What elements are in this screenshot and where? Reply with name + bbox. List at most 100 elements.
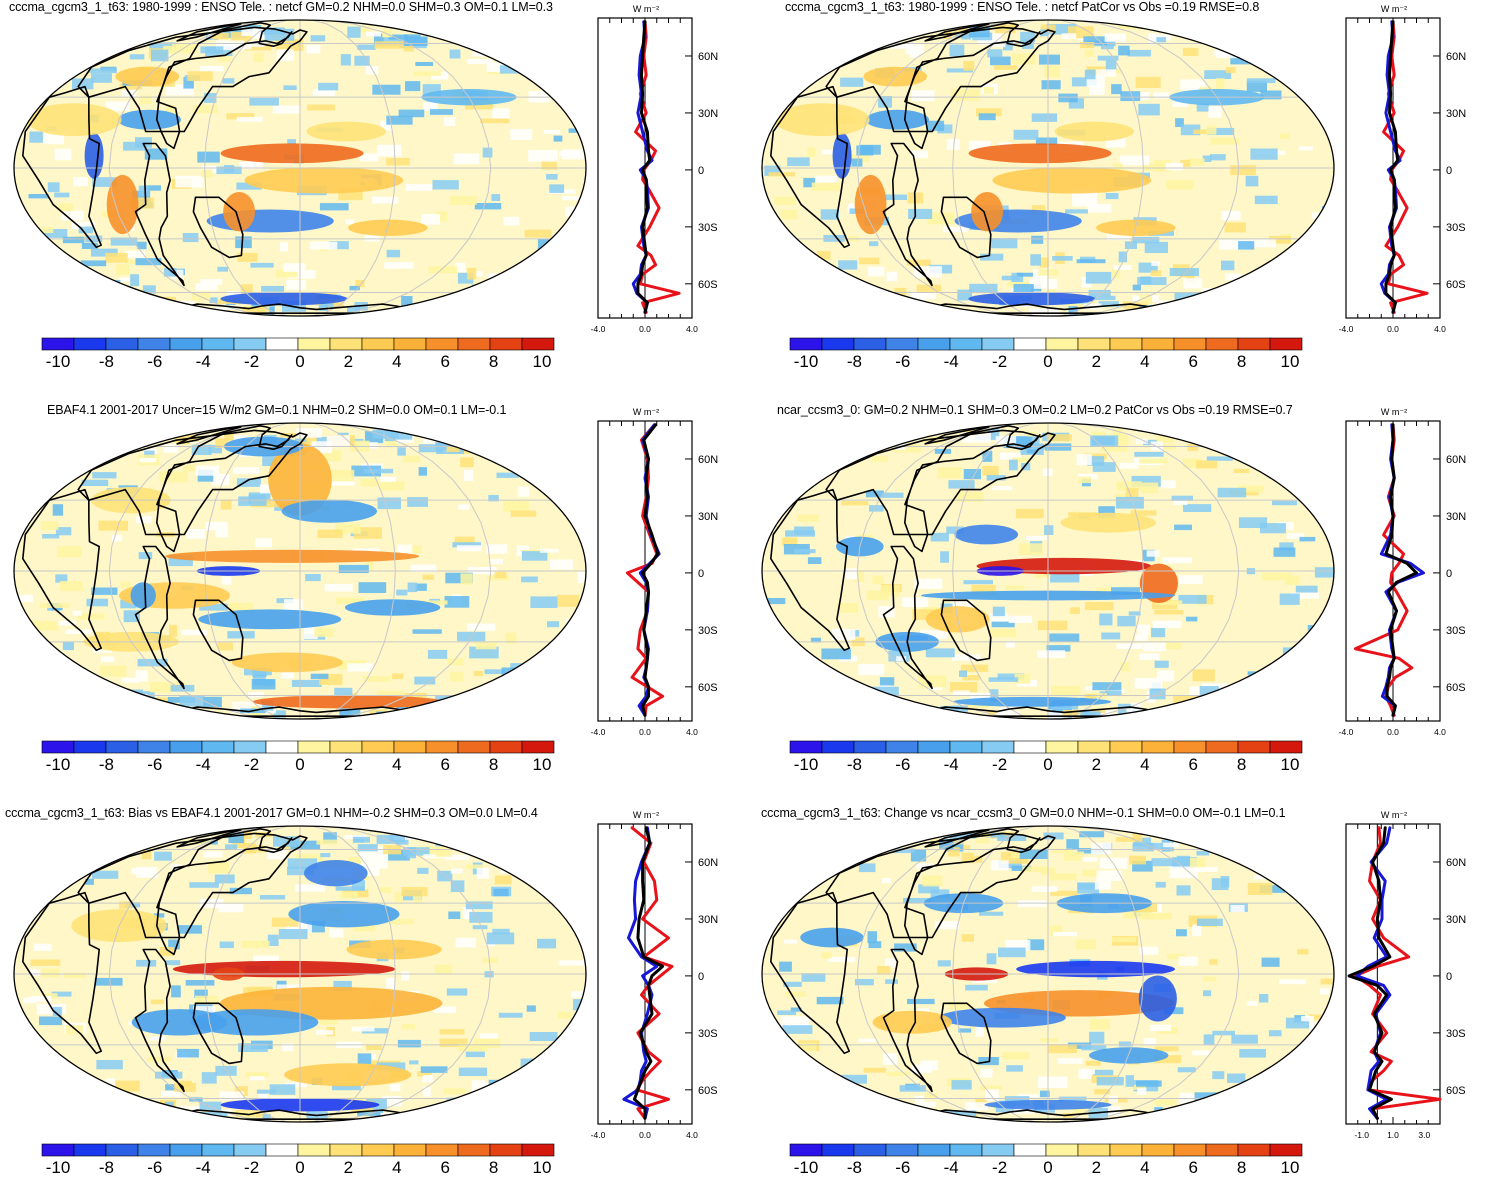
anomaly-cell: [1134, 451, 1164, 457]
anomaly-cell: [393, 834, 420, 840]
anomaly-cell: [405, 81, 421, 92]
anomaly-cell: [1063, 851, 1085, 861]
anomaly-cell: [403, 46, 414, 52]
anomaly-cell: [990, 860, 1009, 871]
anomaly-cell: [290, 840, 321, 850]
anomaly-cell: [919, 630, 948, 639]
anomaly-cell: [335, 523, 361, 534]
anomaly-cell: [1111, 587, 1140, 595]
colorbar-swatch: [949, 337, 983, 351]
anomaly-cell: [1105, 193, 1119, 200]
anomaly-cell: [333, 980, 352, 991]
anomaly-cell: [235, 236, 252, 249]
anomaly-cell: [142, 849, 152, 860]
anomaly-cell: [1139, 458, 1168, 464]
anomaly-region: [1054, 121, 1134, 142]
anomaly-region: [1016, 960, 1175, 978]
zonal-lat-label: 30N: [698, 108, 718, 120]
colorbar-tick-label: 8: [1237, 755, 1246, 774]
anomaly-cell: [918, 675, 947, 688]
anomaly-cell: [999, 707, 1012, 719]
anomaly-cell: [541, 160, 557, 170]
anomaly-cell: [465, 901, 493, 910]
anomaly-cell: [445, 572, 473, 584]
colorbar-tick-label: -6: [895, 755, 910, 774]
anomaly-cell: [906, 259, 931, 266]
colorbar-swatch: [1109, 740, 1143, 754]
colorbar-swatch: [73, 740, 107, 754]
anomaly-cell: [397, 1039, 421, 1048]
zonal-mean-plot: 60N 30N 0 30S 60S -4.0 0.0 4.0 W m⁻²: [591, 810, 719, 1140]
zonal-unit-label: W m⁻²: [633, 407, 659, 417]
anomaly-cell: [320, 853, 331, 858]
anomaly-cell: [261, 285, 284, 292]
anomaly-cell: [287, 270, 316, 279]
colorbar-tick-label: -6: [147, 1158, 162, 1177]
panel-1: cccma_cgcm3_1_t63: 1980-1999 : ENSO Tele…: [748, 0, 1489, 392]
anomaly-cell: [435, 846, 452, 857]
colorbar-swatch: [201, 337, 235, 351]
coastline-africa: [22, 85, 102, 249]
anomaly-cell: [403, 455, 421, 463]
colorbar-swatch: [1173, 1143, 1207, 1157]
anomaly-cell: [774, 196, 797, 205]
anomaly-cell: [1040, 257, 1049, 268]
anomaly-cell: [324, 583, 353, 592]
zonal-x-label: 3.0: [1418, 1130, 1430, 1140]
anomaly-cell: [450, 671, 464, 682]
anomaly-cell: [990, 613, 1009, 623]
anomaly-cell: [226, 291, 242, 298]
colorbar-swatch: [789, 1143, 823, 1157]
anomaly-cell: [866, 590, 889, 601]
anomaly-cell: [871, 456, 888, 462]
zonal-lat-label: 30N: [698, 511, 718, 523]
anomaly-cell: [1225, 273, 1241, 281]
anomaly-cell: [1111, 84, 1122, 95]
anomaly-cell: [1020, 31, 1036, 42]
anomaly-cell: [396, 589, 408, 596]
anomaly-cell: [1286, 533, 1305, 539]
anomaly-cell: [1132, 831, 1143, 842]
anomaly-cell: [72, 610, 82, 616]
anomaly-cell: [955, 33, 976, 38]
zonal-lat-label: 60S: [1446, 682, 1466, 694]
zonal-x-label: 0.0: [1387, 324, 1399, 334]
anomaly-cell: [111, 534, 122, 542]
anomaly-cell: [457, 631, 486, 642]
colorbar-swatch: [1013, 337, 1047, 351]
anomaly-cell: [869, 241, 879, 247]
anomaly-cell: [475, 641, 497, 650]
anomaly-region: [84, 132, 104, 179]
anomaly-cell: [1154, 610, 1184, 615]
colorbar-swatch: [1077, 1143, 1111, 1157]
anomaly-cell: [990, 56, 1011, 66]
anomaly-cell: [948, 480, 975, 489]
anomaly-cell: [518, 486, 530, 497]
anomaly-cell: [209, 297, 218, 304]
colorbar: -10 -8 -6 -4 -2 0 2 4 6 8 10: [41, 337, 555, 371]
anomaly-cell: [445, 854, 470, 860]
colorbar-tick-label: 10: [533, 352, 552, 371]
anomaly-cell: [1084, 602, 1114, 611]
anomaly-cell: [203, 696, 222, 707]
anomaly-cell: [316, 839, 338, 845]
anomaly-cell: [807, 557, 822, 564]
anomaly-cell: [1118, 251, 1128, 263]
anomaly-cell: [948, 847, 960, 857]
zonal-lat-label: 30S: [1446, 1028, 1466, 1040]
anomaly-cell: [1169, 268, 1199, 276]
colorbar-tick-label: 4: [392, 352, 401, 371]
anomaly-cell: [386, 249, 401, 258]
anomaly-cell: [1089, 85, 1105, 95]
anomaly-cell: [436, 211, 448, 222]
anomaly-cell: [785, 991, 807, 997]
anomaly-cell: [1013, 129, 1039, 140]
anomaly-cell: [1005, 585, 1025, 590]
anomaly-cell: [965, 1102, 989, 1111]
anomaly-cell: [1031, 113, 1058, 122]
anomaly-cell: [1185, 616, 1198, 622]
anomaly-region: [191, 1009, 319, 1036]
anomaly-cell: [86, 598, 109, 607]
anomaly-cell: [204, 93, 217, 103]
anomaly-cell: [44, 993, 58, 999]
